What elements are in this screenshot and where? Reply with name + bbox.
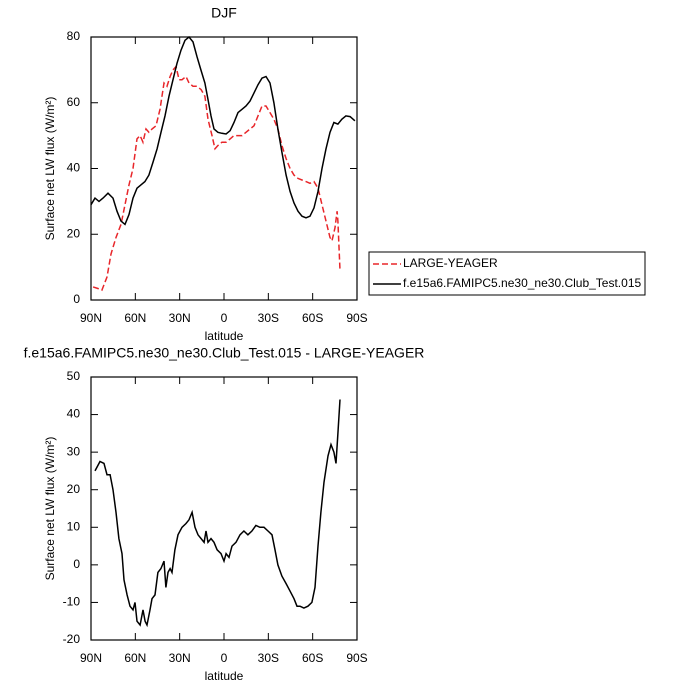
plot-frame <box>90 36 358 301</box>
plot-frame <box>90 376 358 641</box>
y-tick-label: 30 <box>67 444 81 458</box>
x-tick-label: 60S <box>302 651 323 665</box>
y-tick-label: 0 <box>73 557 80 571</box>
chart-title: DJF <box>211 5 237 21</box>
y-tick-label: 20 <box>67 226 81 240</box>
y-axis-label: Surface net LW flux (W/m²) <box>43 97 57 241</box>
data-line <box>94 399 341 628</box>
y-tick-label: 10 <box>67 519 81 533</box>
x-tick-label: 60N <box>124 651 146 665</box>
y-tick-label: 0 <box>73 292 80 306</box>
x-tick-label: 30N <box>169 651 191 665</box>
x-tick-label: 30N <box>169 311 191 325</box>
y-tick-label: 40 <box>67 407 81 421</box>
y-tick-label: 40 <box>67 161 81 175</box>
x-axis-label: latitude <box>205 669 244 683</box>
y-axis-label: Surface net LW flux (W/m²) <box>43 437 57 581</box>
x-tick-label: 0 <box>221 311 228 325</box>
y-tick-label: 20 <box>67 482 81 496</box>
x-tick-label: 90S <box>346 651 367 665</box>
x-tick-label: 0 <box>221 651 228 665</box>
y-tick-label: 50 <box>67 369 81 383</box>
y-tick-label: -10 <box>63 595 81 609</box>
x-tick-label: 60N <box>124 311 146 325</box>
x-tick-label: 60S <box>302 311 323 325</box>
x-tick-label: 90N <box>80 311 102 325</box>
data-line <box>90 35 356 226</box>
legend-label: f.e15a6.FAMIPC5.ne30_ne30.Club_Test.015 <box>403 276 641 290</box>
y-tick-label: 80 <box>67 29 81 43</box>
legend-box <box>368 251 646 296</box>
y-tick-label: -20 <box>63 632 81 646</box>
x-tick-label: 90N <box>80 651 102 665</box>
legend-label: LARGE-YEAGER <box>403 256 498 270</box>
y-tick-label: 60 <box>67 95 81 109</box>
data-line <box>92 65 341 292</box>
x-tick-label: 30S <box>258 311 279 325</box>
x-tick-label: 90S <box>346 311 367 325</box>
legend: LARGE-YEAGER f.e15a6.FAMIPC5.ne30_ne30.Cl… <box>368 251 646 296</box>
x-axis-label: latitude <box>205 329 244 343</box>
chart-title: f.e15a6.FAMIPC5.ne30_ne30.Club_Test.015 … <box>24 345 425 361</box>
x-tick-label: 30S <box>258 651 279 665</box>
